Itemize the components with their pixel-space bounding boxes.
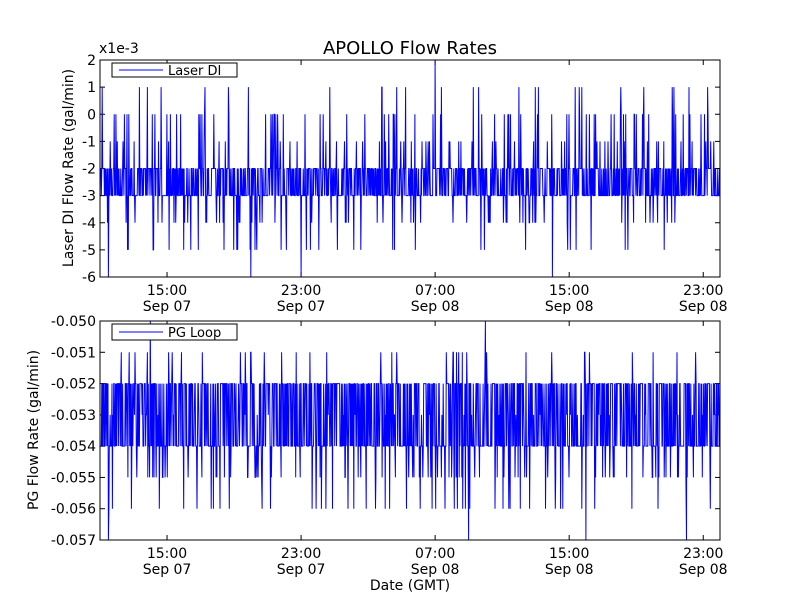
y-axis-label: Laser DI Flow Rate (gal/min)	[61, 69, 77, 267]
y-tick-label: -0.053	[51, 408, 96, 424]
laser-di-series-line	[100, 59, 721, 278]
x-tick-label-date: Sep 08	[545, 299, 594, 315]
x-tick-label-time: 15:00	[549, 546, 589, 562]
x-tick-label-date: Sep 08	[411, 299, 460, 315]
y-tick-label: -0.050	[51, 314, 96, 330]
x-tick-label-time: 23:00	[683, 283, 723, 299]
y-axis-multiplier-label: x1e-3	[99, 41, 139, 57]
y-tick-label: -0.054	[51, 439, 96, 455]
laser-di-plot-frame	[99, 59, 721, 278]
legend-box	[111, 323, 238, 341]
x-tick-label-time: 15:00	[147, 546, 187, 562]
x-tick-label-date: Sep 07	[277, 562, 326, 578]
pg-loop-series-line	[100, 320, 721, 541]
x-tick-label-time: 15:00	[549, 283, 589, 299]
y-tick-label: -2	[82, 162, 96, 178]
y-tick-label: -1	[82, 134, 96, 150]
legend-label: Laser DI	[168, 64, 221, 79]
chart-title: APOLLO Flow Rates	[323, 38, 497, 59]
x-tick-label-date: Sep 08	[679, 299, 728, 315]
x-axis-label: Date (GMT)	[370, 578, 450, 594]
y-tick-label: -4	[82, 216, 96, 232]
x-tick-label-time: 15:00	[147, 283, 187, 299]
y-tick-label: -5	[82, 243, 96, 259]
x-tick-label-time: 23:00	[281, 546, 321, 562]
y-tick-label: 1	[87, 80, 96, 96]
x-tick-label-date: Sep 08	[545, 562, 594, 578]
pg-loop-plot-frame	[99, 320, 721, 541]
y-axis-label: PG Flow Rate (gal/min)	[26, 350, 42, 510]
y-tick-label: -0.055	[51, 470, 96, 486]
pg-loop-y-ticks: -0.057 -0.056 -0.055 -0.054 -0.053 -0.052 -0.0…	[51, 314, 720, 549]
x-tick-label-date: Sep 07	[277, 299, 326, 315]
x-tick-label-date: Sep 08	[679, 562, 728, 578]
y-tick-label: -0.056	[51, 502, 96, 518]
x-tick-label-time: 23:00	[281, 283, 321, 299]
x-tick-label-date: Sep 07	[143, 299, 192, 315]
x-tick-label-date: Sep 07	[143, 562, 192, 578]
pg-loop-panel: -0.057 -0.056 -0.055 -0.054 -0.053 -0.052 -0.0…	[26, 314, 728, 594]
y-tick-label: -0.057	[51, 533, 96, 549]
legend-box	[111, 62, 238, 78]
x-tick-label-time: 23:00	[683, 546, 723, 562]
laser-di-legend: Laser DI	[111, 62, 238, 79]
x-tick-label-time: 07:00	[415, 283, 455, 299]
y-tick-label: 2	[87, 53, 96, 69]
legend-label: PG Loop	[168, 326, 221, 341]
x-tick-label-date: Sep 08	[411, 562, 460, 578]
y-tick-label: -0.052	[51, 377, 96, 393]
y-tick-label: -3	[82, 189, 96, 205]
laser-di-y-ticks: -6 -5 -4 -3 -2 -1 0 1 2	[82, 53, 720, 286]
y-tick-label: 0	[87, 107, 96, 123]
laser-di-series-group	[100, 59, 721, 278]
y-tick-label: -6	[82, 270, 96, 286]
y-tick-label: -0.051	[51, 345, 96, 361]
pg-loop-legend: PG Loop	[111, 323, 238, 341]
pg-loop-series-group	[100, 320, 721, 541]
x-tick-label-time: 07:00	[415, 546, 455, 562]
